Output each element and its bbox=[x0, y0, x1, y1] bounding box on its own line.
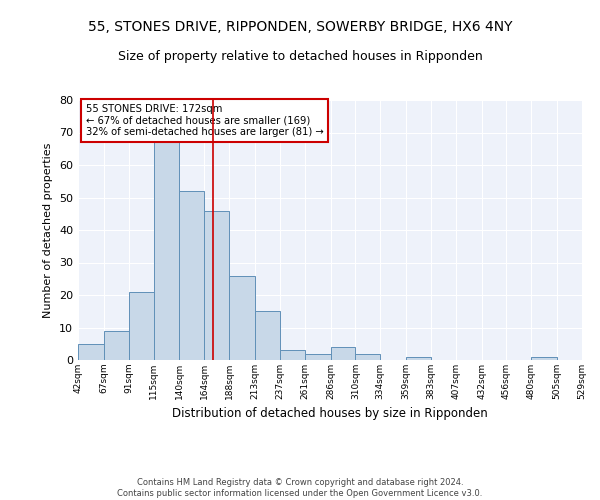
Bar bbox=[204, 210, 229, 360]
Text: Size of property relative to detached houses in Ripponden: Size of property relative to detached ho… bbox=[118, 50, 482, 63]
Bar bbox=[129, 292, 154, 360]
Bar bbox=[154, 142, 179, 360]
Bar bbox=[406, 357, 431, 360]
Bar bbox=[531, 357, 557, 360]
Bar bbox=[305, 354, 331, 360]
Text: 55, STONES DRIVE, RIPPONDEN, SOWERBY BRIDGE, HX6 4NY: 55, STONES DRIVE, RIPPONDEN, SOWERBY BRI… bbox=[88, 20, 512, 34]
Bar bbox=[255, 311, 280, 360]
Bar bbox=[104, 331, 129, 360]
Text: 55 STONES DRIVE: 172sqm
← 67% of detached houses are smaller (169)
32% of semi-d: 55 STONES DRIVE: 172sqm ← 67% of detache… bbox=[86, 104, 323, 137]
Bar bbox=[179, 191, 204, 360]
Bar bbox=[280, 350, 305, 360]
Text: Contains HM Land Registry data © Crown copyright and database right 2024.
Contai: Contains HM Land Registry data © Crown c… bbox=[118, 478, 482, 498]
Y-axis label: Number of detached properties: Number of detached properties bbox=[43, 142, 53, 318]
X-axis label: Distribution of detached houses by size in Ripponden: Distribution of detached houses by size … bbox=[172, 408, 488, 420]
Bar bbox=[355, 354, 380, 360]
Bar bbox=[331, 347, 355, 360]
Bar bbox=[78, 344, 104, 360]
Bar bbox=[229, 276, 255, 360]
